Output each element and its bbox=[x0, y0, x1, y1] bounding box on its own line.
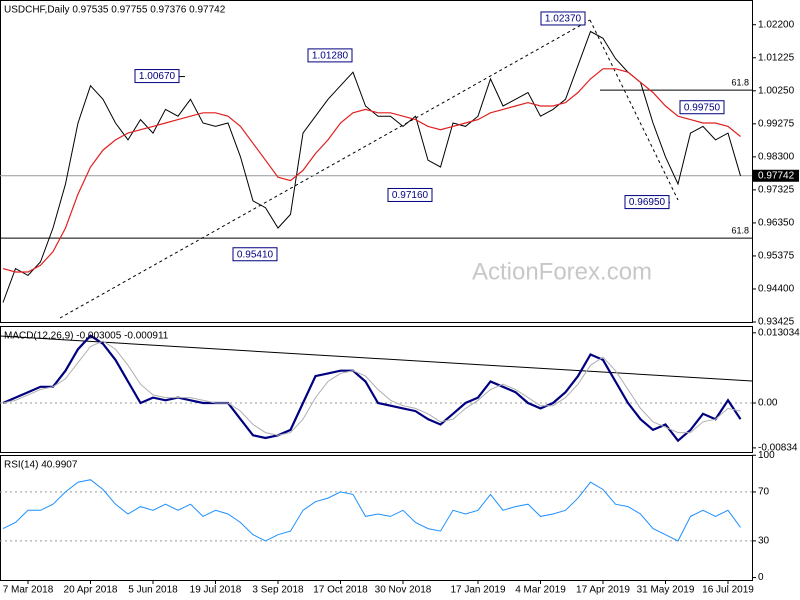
annotation-box bbox=[134, 69, 180, 84]
price-panel bbox=[0, 0, 753, 323]
x-tick-label: 20 Apr 2018 bbox=[64, 585, 118, 596]
series-line bbox=[2, 340, 741, 436]
macd-trend-line bbox=[0, 335, 753, 382]
y-tick-label: -0.00834 bbox=[758, 443, 798, 454]
last-price-label: 0.97742 bbox=[758, 170, 795, 181]
y-tick-label: 0.00 bbox=[758, 398, 778, 409]
y-tick-label: 0.93425 bbox=[758, 317, 795, 328]
annotation-box bbox=[387, 187, 433, 202]
x-tick-label: 5 Jun 2018 bbox=[128, 585, 178, 596]
watermark: ActionForex.com bbox=[472, 258, 652, 285]
annotation-box bbox=[307, 48, 353, 63]
y-tick-label: 0 bbox=[758, 572, 764, 583]
annotation-label: 0.96950 bbox=[629, 197, 666, 208]
x-tick-label: 3 Sep 2018 bbox=[252, 585, 304, 596]
panel-title: USDCHF,Daily 0.97535 0.97755 0.97376 0.9… bbox=[4, 5, 226, 16]
annotation-label: 1.00670 bbox=[139, 71, 176, 82]
panel-title: RSI(14) 40.9907 bbox=[4, 460, 78, 471]
annotation-box bbox=[679, 100, 725, 115]
y-tick-label: 1.00250 bbox=[758, 85, 795, 96]
x-tick-label: 17 Apr 2019 bbox=[576, 585, 630, 596]
annotation-label: 1.01280 bbox=[312, 51, 349, 62]
annotation-label: 0.95410 bbox=[237, 249, 274, 260]
annotation-label: 0.97160 bbox=[392, 190, 429, 201]
y-tick-label: 0.96350 bbox=[758, 218, 795, 229]
trend-line bbox=[589, 19, 679, 201]
y-tick-label: 0.013034 bbox=[758, 327, 800, 338]
annotation-label: 1.02370 bbox=[545, 14, 582, 25]
y-tick-label: 30 bbox=[758, 536, 770, 547]
x-tick-label: 7 Mar 2018 bbox=[3, 585, 54, 596]
y-tick-label: 0.94400 bbox=[758, 284, 795, 295]
x-tick-label: 30 Nov 2018 bbox=[375, 585, 432, 596]
y-tick-label: 0.95375 bbox=[758, 251, 795, 262]
trend-line bbox=[59, 19, 591, 319]
panel-title: MACD(12,26,9) -0.003005 -0.000911 bbox=[4, 331, 169, 342]
x-tick-label: 4 Mar 2019 bbox=[515, 585, 566, 596]
y-tick-label: 70 bbox=[758, 487, 770, 498]
macd-panel bbox=[0, 326, 753, 453]
x-tick-label: 17 Oct 2018 bbox=[313, 585, 368, 596]
y-tick-label: 1.01225 bbox=[758, 52, 795, 63]
x-tick-label: 19 Jul 2018 bbox=[190, 585, 242, 596]
y-tick-label: 1.02200 bbox=[758, 19, 795, 30]
y-tick-label: 0.98300 bbox=[758, 151, 795, 162]
y-tick-label: 0.97325 bbox=[758, 185, 795, 196]
series-line bbox=[2, 334, 742, 443]
series-line bbox=[2, 479, 741, 542]
annotation-box bbox=[624, 195, 670, 210]
annotation-box bbox=[232, 247, 278, 262]
x-tick-label: 17 Jan 2019 bbox=[450, 585, 505, 596]
last-price-box bbox=[753, 169, 799, 182]
x-tick-label: 16 Jul 2019 bbox=[702, 585, 754, 596]
annotation-label: 0.99750 bbox=[684, 102, 721, 113]
series-line bbox=[2, 68, 741, 273]
rsi-panel bbox=[0, 455, 753, 581]
fib-label: 61.8 bbox=[731, 226, 749, 236]
y-tick-label: 0.99275 bbox=[758, 118, 795, 129]
annotation-box bbox=[540, 11, 586, 26]
y-tick-label: 100 bbox=[758, 450, 775, 461]
x-tick-label: 31 May 2019 bbox=[637, 585, 695, 596]
fib-label: 61.8 bbox=[731, 77, 749, 87]
